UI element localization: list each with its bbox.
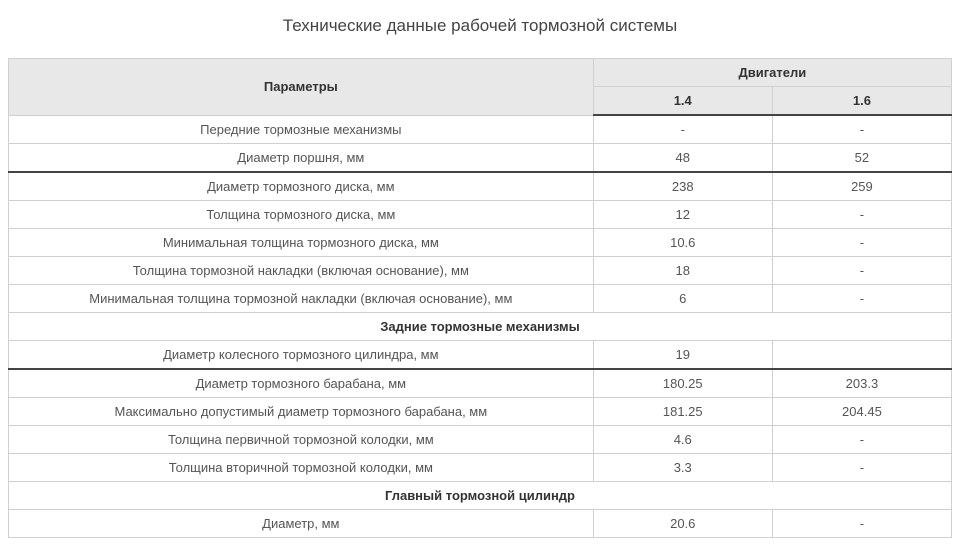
row-value-14: 12	[593, 201, 772, 229]
table-row: Задние тормозные механизмы	[9, 313, 952, 341]
table-row: Передние тормозные механизмы--	[9, 115, 952, 144]
row-label: Толщина вторичной тормозной колодки, мм	[9, 454, 594, 482]
row-value-16: 204.45	[772, 398, 951, 426]
row-value-16: -	[772, 201, 951, 229]
row-value-16: -	[772, 115, 951, 144]
row-label: Минимальная толщина тормозной накладки (…	[9, 285, 594, 313]
table-header: Параметры Двигатели 1.4 1.6	[9, 59, 952, 116]
row-value-16: 259	[772, 172, 951, 201]
section-label: Главный тормозной цилиндр	[9, 482, 952, 510]
page-title: Технические данные рабочей тормозной сис…	[8, 16, 952, 36]
header-e16: 1.6	[772, 87, 951, 116]
row-value-14: 180.25	[593, 369, 772, 398]
row-value-16: 203.3	[772, 369, 951, 398]
table-row: Толщина тормозного диска, мм12-	[9, 201, 952, 229]
table-row: Диаметр поршня, мм4852	[9, 144, 952, 173]
row-value-14: 238	[593, 172, 772, 201]
row-value-16: -	[772, 257, 951, 285]
row-label: Диаметр поршня, мм	[9, 144, 594, 173]
row-label: Передние тормозные механизмы	[9, 115, 594, 144]
row-value-14: 48	[593, 144, 772, 173]
row-value-16: -	[772, 454, 951, 482]
table-row: Максимально допустимый диаметр тормозног…	[9, 398, 952, 426]
row-label: Толщина тормозной накладки (включая осно…	[9, 257, 594, 285]
row-value-16: -	[772, 285, 951, 313]
header-engines: Двигатели	[593, 59, 951, 87]
row-label: Максимально допустимый диаметр тормозног…	[9, 398, 594, 426]
row-value-14: 181.25	[593, 398, 772, 426]
table-row: Толщина первичной тормозной колодки, мм4…	[9, 426, 952, 454]
table-row: Толщина вторичной тормозной колодки, мм3…	[9, 454, 952, 482]
header-param: Параметры	[9, 59, 594, 116]
row-label: Диаметр колесного тормозного цилиндра, м…	[9, 341, 594, 370]
row-value-14: -	[593, 115, 772, 144]
table-row: Минимальная толщина тормозной накладки (…	[9, 285, 952, 313]
row-value-14: 6	[593, 285, 772, 313]
table-row: Диаметр колесного тормозного цилиндра, м…	[9, 341, 952, 370]
table-row: Минимальная толщина тормозного диска, мм…	[9, 229, 952, 257]
table-row: Диаметр, мм20.6-	[9, 510, 952, 538]
row-value-14: 18	[593, 257, 772, 285]
row-label: Диаметр тормозного барабана, мм	[9, 369, 594, 398]
row-value-16: -	[772, 426, 951, 454]
row-value-14: 3.3	[593, 454, 772, 482]
table-row: Диаметр тормозного барабана, мм180.25203…	[9, 369, 952, 398]
row-value-16	[772, 341, 951, 370]
row-value-16: 52	[772, 144, 951, 173]
table-row: Главный тормозной цилиндр	[9, 482, 952, 510]
specs-table: Параметры Двигатели 1.4 1.6 Передние тор…	[8, 58, 952, 538]
row-value-14: 19	[593, 341, 772, 370]
row-label: Толщина тормозного диска, мм	[9, 201, 594, 229]
row-label: Диаметр тормозного диска, мм	[9, 172, 594, 201]
row-value-14: 4.6	[593, 426, 772, 454]
table-body: Передние тормозные механизмы--Диаметр по…	[9, 115, 952, 538]
row-label: Диаметр, мм	[9, 510, 594, 538]
header-e14: 1.4	[593, 87, 772, 116]
table-row: Толщина тормозной накладки (включая осно…	[9, 257, 952, 285]
row-value-14: 10.6	[593, 229, 772, 257]
section-label: Задние тормозные механизмы	[9, 313, 952, 341]
table-row: Диаметр тормозного диска, мм238259	[9, 172, 952, 201]
row-label: Минимальная толщина тормозного диска, мм	[9, 229, 594, 257]
row-value-16: -	[772, 229, 951, 257]
row-label: Толщина первичной тормозной колодки, мм	[9, 426, 594, 454]
row-value-16: -	[772, 510, 951, 538]
row-value-14: 20.6	[593, 510, 772, 538]
